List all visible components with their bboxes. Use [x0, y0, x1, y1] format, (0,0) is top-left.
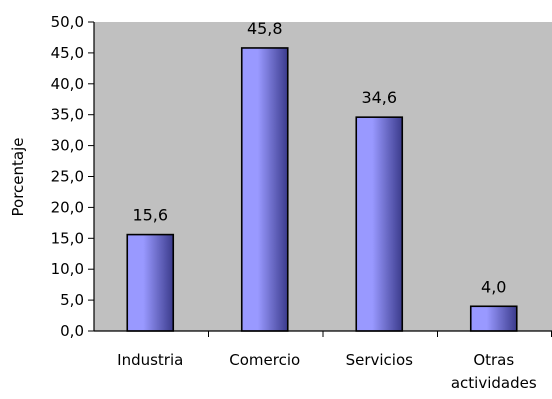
y-tick-label: 45,0	[51, 44, 84, 62]
x-tick-label: Comercio	[229, 351, 300, 369]
y-tick-label: 0,0	[60, 322, 84, 340]
bar	[240, 47, 289, 332]
data-label: 4,0	[481, 277, 506, 296]
y-tick-label: 10,0	[51, 260, 84, 278]
y-tick-label: 40,0	[51, 75, 84, 93]
y-tick-label: 25,0	[51, 168, 84, 186]
bar	[126, 233, 175, 332]
x-tick-label: Servicios	[346, 351, 414, 369]
bar	[355, 116, 404, 332]
y-tick-label: 50,0	[51, 13, 84, 31]
bar	[469, 305, 518, 332]
y-tick-label: 5,0	[60, 291, 84, 309]
x-tick-label: actividades	[451, 374, 537, 392]
y-tick-label: 15,0	[51, 229, 84, 247]
data-label: 45,8	[247, 19, 283, 38]
y-tick-label: 30,0	[51, 137, 84, 155]
data-label: 34,6	[361, 88, 397, 107]
y-tick-label: 20,0	[51, 198, 84, 216]
x-tick-label: Otras	[473, 351, 514, 369]
y-axis-label: Porcentaje	[9, 138, 27, 217]
y-tick-label: 35,0	[51, 106, 84, 124]
x-tick-label: Industria	[117, 351, 183, 369]
data-label: 15,6	[132, 206, 168, 225]
